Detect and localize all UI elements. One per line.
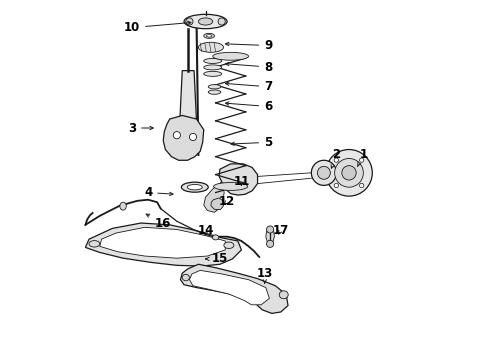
Polygon shape [100, 227, 225, 258]
Text: 15: 15 [206, 252, 228, 265]
Polygon shape [180, 264, 288, 314]
Circle shape [326, 149, 372, 196]
Text: 3: 3 [128, 122, 153, 135]
Ellipse shape [182, 274, 190, 281]
Circle shape [311, 160, 337, 185]
Ellipse shape [212, 235, 219, 240]
Polygon shape [219, 164, 258, 195]
Circle shape [267, 240, 274, 247]
Circle shape [267, 226, 274, 233]
Ellipse shape [89, 240, 100, 247]
Polygon shape [190, 270, 270, 305]
Text: 17: 17 [273, 224, 289, 237]
Polygon shape [85, 223, 242, 266]
Ellipse shape [204, 58, 221, 63]
Text: 5: 5 [231, 136, 272, 149]
Ellipse shape [224, 242, 234, 248]
Ellipse shape [198, 42, 223, 52]
Text: 13: 13 [257, 267, 273, 283]
Ellipse shape [208, 90, 221, 94]
Ellipse shape [204, 65, 221, 70]
Text: 6: 6 [225, 100, 272, 113]
Ellipse shape [279, 291, 288, 299]
Text: 8: 8 [225, 60, 272, 73]
Ellipse shape [187, 184, 202, 190]
Text: 10: 10 [124, 21, 191, 34]
Ellipse shape [120, 202, 126, 210]
Polygon shape [204, 182, 224, 212]
Text: 16: 16 [146, 214, 171, 230]
Circle shape [218, 18, 225, 25]
Ellipse shape [204, 33, 215, 39]
Ellipse shape [198, 18, 213, 25]
Text: 1: 1 [358, 148, 368, 167]
Polygon shape [180, 71, 196, 123]
Polygon shape [163, 116, 204, 160]
Circle shape [334, 183, 339, 188]
Circle shape [186, 18, 193, 25]
Text: 7: 7 [225, 80, 272, 93]
Text: 2: 2 [331, 148, 341, 168]
Text: 9: 9 [225, 39, 272, 52]
Ellipse shape [208, 85, 221, 89]
Ellipse shape [206, 35, 212, 37]
Circle shape [173, 132, 180, 139]
Circle shape [335, 158, 364, 187]
Circle shape [190, 134, 196, 140]
Ellipse shape [213, 52, 248, 60]
Text: 14: 14 [197, 224, 214, 237]
Circle shape [360, 158, 364, 162]
Ellipse shape [204, 71, 221, 76]
Circle shape [318, 166, 330, 179]
Circle shape [334, 158, 339, 162]
Text: 11: 11 [233, 175, 249, 188]
Text: 12: 12 [219, 195, 235, 208]
Polygon shape [266, 228, 274, 244]
Circle shape [342, 166, 356, 180]
Ellipse shape [184, 14, 227, 29]
Polygon shape [211, 198, 223, 210]
Circle shape [360, 183, 364, 188]
Text: 4: 4 [144, 186, 173, 199]
Ellipse shape [181, 182, 208, 192]
Ellipse shape [214, 183, 247, 190]
